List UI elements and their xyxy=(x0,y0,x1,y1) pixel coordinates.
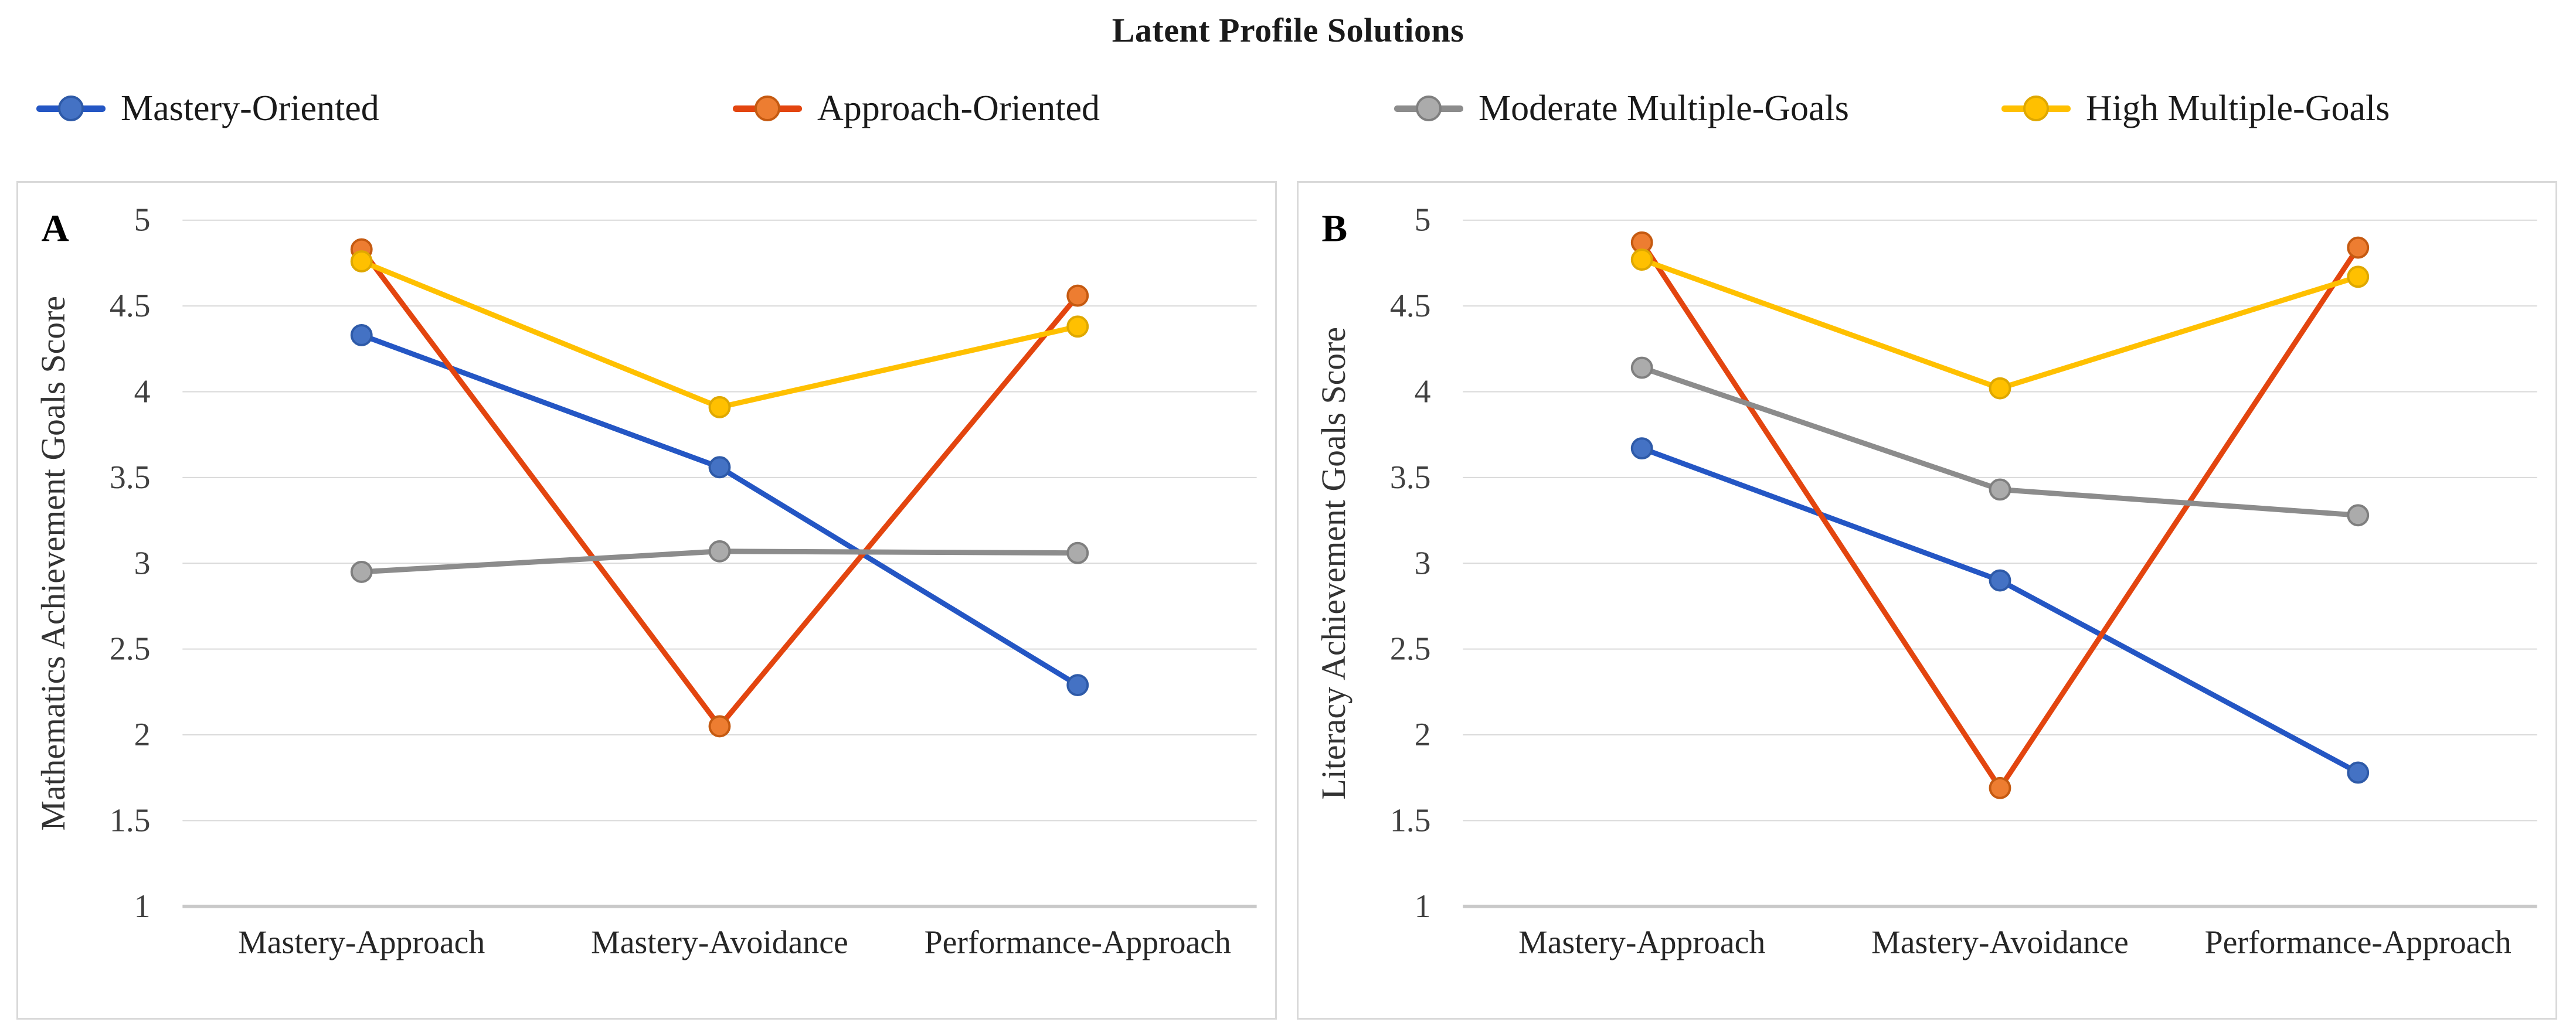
series-high-multiple-goals-point xyxy=(1630,248,1653,271)
series-high-multiple-goals-line xyxy=(359,258,1080,410)
series-moderate-multiple-goals-point xyxy=(1989,478,2011,501)
series-mastery-oriented-point xyxy=(2347,761,2370,784)
series-moderate-multiple-goals-point xyxy=(1630,356,1653,379)
x-category-label: Mastery-Approach xyxy=(1518,924,1765,960)
series-moderate-multiple-goals-point xyxy=(1066,541,1089,564)
series-mastery-oriented-point xyxy=(1630,437,1653,460)
series-moderate-multiple-goals-point xyxy=(708,540,731,563)
legend-marker-approach-oriented-icon xyxy=(733,95,802,122)
x-category-label: Performance-Approach xyxy=(925,924,1231,960)
x-category-label: Mastery-Avoidance xyxy=(591,924,848,960)
y-tick-label: 4 xyxy=(1415,373,1431,410)
y-tick-label: 5 xyxy=(134,202,151,238)
panel-letter: B xyxy=(1321,207,1347,250)
chart-panel-b: 5 4.5 4 3.5 3 2.5 2 1.5 1 B Literacy Achievement G… xyxy=(1297,181,2557,1020)
series-moderate-multiple-goals-point xyxy=(350,560,373,583)
series-moderate-multiple-goals-point xyxy=(2347,504,2370,527)
legend-label: Mastery-Oriented xyxy=(121,88,379,128)
legend-item-mastery-oriented: Mastery-Oriented xyxy=(36,76,379,141)
series-mastery-oriented-point xyxy=(1066,674,1089,697)
y-axis-title: Mathematics Achievement Goals Score xyxy=(35,296,72,831)
y-tick-label: 5 xyxy=(1415,202,1431,238)
legend-item-moderate-multiple-goals: Moderate Multiple-Goals xyxy=(1394,76,1849,141)
y-tick-label: 3 xyxy=(1415,545,1431,581)
y-tick-label: 3.5 xyxy=(1390,459,1431,496)
y-axis-title: Literacy Achievement Goals Score xyxy=(1316,327,1352,800)
series-approach-oriented-line xyxy=(359,247,1080,729)
y-tick-label: 2 xyxy=(1415,717,1431,753)
legend-marker-mastery-oriented-icon xyxy=(36,95,106,122)
series-high-multiple-goals-point xyxy=(708,396,731,418)
series-approach-oriented-point xyxy=(1989,776,2011,799)
y-tick-label: 3 xyxy=(134,545,151,581)
chart-b-plot: 5 4.5 4 3.5 3 2.5 2 1.5 1 B Literacy Achievement G… xyxy=(1316,202,2537,960)
y-tick-label: 4.5 xyxy=(110,288,151,324)
series-high-multiple-goals-point xyxy=(350,250,373,272)
y-tick-label: 4.5 xyxy=(1390,288,1431,324)
x-category-label: Mastery-Approach xyxy=(238,924,485,960)
chart-a-plot: 5 4.5 4 3.5 3 2.5 2 1.5 1 A Mathematics Achievemen… xyxy=(35,202,1257,960)
series-mastery-oriented-point xyxy=(1989,569,2011,592)
series-approach-oriented-point xyxy=(1066,284,1089,307)
series-approach-oriented-point xyxy=(2347,236,2370,259)
legend: Mastery-Oriented Approach-Oriented Moder… xyxy=(0,76,2576,141)
legend-item-approach-oriented: Approach-Oriented xyxy=(733,76,1100,141)
series-high-multiple-goals-point xyxy=(1989,377,2011,400)
legend-marker-high-multiple-goals-icon xyxy=(2001,95,2071,122)
x-category-label: Mastery-Avoidance xyxy=(1871,924,2129,960)
y-tick-label: 2.5 xyxy=(1390,631,1431,667)
legend-item-high-multiple-goals: High Multiple-Goals xyxy=(2001,76,2390,141)
y-tick-label: 1 xyxy=(1415,888,1431,925)
legend-marker-moderate-multiple-goals-icon xyxy=(1394,95,1463,122)
legend-label: Moderate Multiple-Goals xyxy=(1479,88,1849,128)
chart-panel-a: 5 4.5 4 3.5 3 2.5 2 1.5 1 A Mathematics Achievemen… xyxy=(16,181,1277,1020)
series-mastery-oriented-point xyxy=(350,323,373,346)
y-tick-label: 2 xyxy=(134,717,151,753)
series-approach-oriented-point xyxy=(708,715,731,738)
y-tick-label: 1.5 xyxy=(110,802,151,839)
y-tick-label: 4 xyxy=(134,373,151,410)
series-approach-oriented-line xyxy=(1639,240,2361,791)
series-high-multiple-goals-point xyxy=(1066,315,1089,338)
y-tick-label: 2.5 xyxy=(110,631,151,667)
series-high-multiple-goals-line xyxy=(1639,257,2361,391)
y-tick-label: 1.5 xyxy=(1390,802,1431,839)
legend-label: Approach-Oriented xyxy=(817,88,1100,128)
y-tick-label: 3.5 xyxy=(110,459,151,496)
series-mastery-oriented-point xyxy=(708,456,731,479)
series-mastery-oriented-line xyxy=(359,332,1080,688)
legend-label: High Multiple-Goals xyxy=(2086,88,2390,128)
figure-title: Latent Profile Solutions xyxy=(1112,11,1464,49)
panel-letter: A xyxy=(41,207,69,250)
series-high-multiple-goals-point xyxy=(2347,265,2370,288)
x-category-label: Performance-Approach xyxy=(2205,924,2512,960)
y-tick-label: 1 xyxy=(134,888,151,925)
